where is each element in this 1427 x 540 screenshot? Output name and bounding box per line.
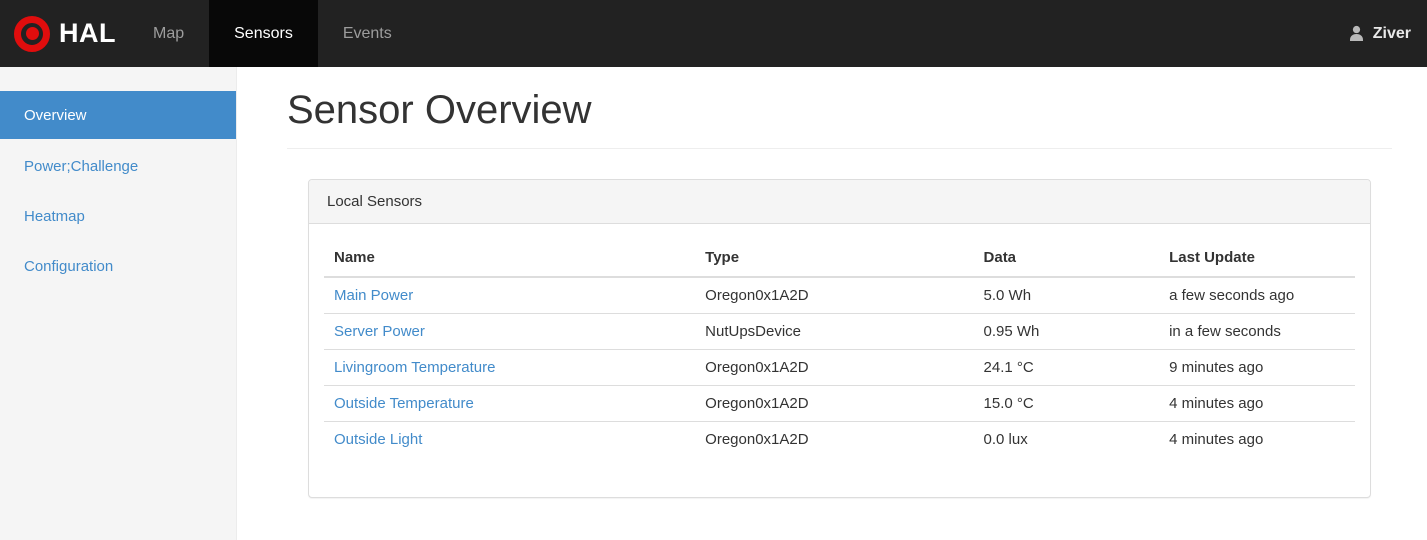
brand-title: HAL	[59, 18, 116, 48]
sensor-link-outside-light[interactable]: Outside Light	[334, 431, 423, 448]
page-header: Sensor Overview	[287, 89, 1392, 149]
page-layout: Overview Power;Challenge Heatmap Configu…	[0, 67, 1427, 540]
column-header-name: Name	[324, 239, 696, 278]
sidebar-item-configuration[interactable]: Configuration	[24, 257, 114, 275]
page-title: Sensor Overview	[287, 88, 592, 132]
sensor-data: 24.1 °C	[973, 349, 1160, 386]
sensor-last-update: 4 minutes ago	[1159, 385, 1355, 422]
sensor-type: NutUpsDevice	[695, 313, 974, 350]
sensor-last-update: 4 minutes ago	[1169, 431, 1264, 448]
sensor-data: 15.0 °C	[973, 385, 1160, 422]
sensor-type: Oregon0x1A2D	[705, 431, 809, 448]
user-name: Ziver	[1372, 24, 1411, 42]
navbar-menu: Map Sensors Events	[128, 0, 417, 67]
sidebar-item-heatmap[interactable]: Heatmap	[24, 207, 85, 225]
sensor-link-server-power[interactable]: Server Power	[334, 323, 425, 340]
nav-item-map[interactable]: Map	[153, 24, 185, 42]
brand[interactable]: HAL	[0, 0, 128, 67]
user-icon	[1349, 25, 1363, 41]
sensor-link-main-power[interactable]: Main Power	[334, 287, 414, 304]
local-sensors-panel: Local Sensors Name Type Data Last Update	[308, 179, 1371, 498]
sensor-last-update: in a few seconds	[1159, 313, 1355, 350]
top-navbar: HAL Map Sensors Events Ziver	[0, 0, 1427, 67]
sensor-last-update: 9 minutes ago	[1159, 349, 1355, 386]
column-header-last-update: Last Update	[1159, 239, 1355, 278]
panel-body: Name Type Data Last Update Main Power Or…	[309, 224, 1370, 497]
panel-heading: Local Sensors	[309, 180, 1370, 224]
hal-logo-target-icon	[14, 15, 50, 52]
sensor-link-livingroom-temperature[interactable]: Livingroom Temperature	[334, 359, 496, 376]
sensor-type: Oregon0x1A2D	[695, 277, 974, 314]
table-row: Livingroom Temperature Oregon0x1A2D 24.1…	[324, 349, 1355, 386]
table-row: Outside Light Oregon0x1A2D 0.0 lux 4 min…	[324, 422, 1355, 458]
sensor-table: Name Type Data Last Update Main Power Or…	[324, 239, 1355, 457]
nav-item-events[interactable]: Events	[342, 24, 392, 42]
nav-item-sensors[interactable]: Sensors	[209, 0, 318, 67]
user-menu[interactable]: Ziver	[1347, 0, 1427, 67]
column-header-data: Data	[973, 239, 1160, 278]
main-content: Sensor Overview Local Sensors Name Type …	[237, 67, 1427, 540]
panel-wrap: Local Sensors Name Type Data Last Update	[287, 179, 1392, 498]
sidebar-item-overview[interactable]: Overview	[0, 91, 236, 139]
sensor-data: 0.0 lux	[983, 431, 1028, 448]
table-header-row: Name Type Data Last Update	[324, 239, 1355, 278]
sidebar: Overview Power;Challenge Heatmap Configu…	[0, 67, 237, 540]
table-row: Outside Temperature Oregon0x1A2D 15.0 °C…	[324, 385, 1355, 422]
sensor-type: Oregon0x1A2D	[695, 349, 974, 386]
sensor-type: Oregon0x1A2D	[695, 385, 974, 422]
sensor-data: 0.95 Wh	[973, 313, 1160, 350]
table-row: Main Power Oregon0x1A2D 5.0 Wh a few sec…	[324, 277, 1355, 314]
table-row: Server Power NutUpsDevice 0.95 Wh in a f…	[324, 313, 1355, 350]
sensor-last-update: a few seconds ago	[1159, 277, 1355, 314]
sensor-link-outside-temperature[interactable]: Outside Temperature	[334, 395, 474, 412]
sensor-data: 5.0 Wh	[973, 277, 1160, 314]
sidebar-item-power-challenge[interactable]: Power;Challenge	[24, 157, 139, 175]
column-header-type: Type	[695, 239, 974, 278]
